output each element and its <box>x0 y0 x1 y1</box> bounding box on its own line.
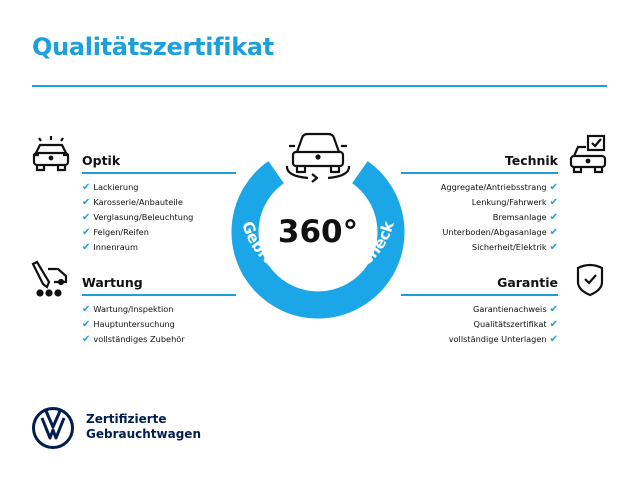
list-item: ✔ Wartung/Inspektion <box>82 304 174 315</box>
360-check-badge: Gebrauchtwagen-Check 360° <box>231 132 405 319</box>
list-item: Aggregate/Antriebsstrang ✔ <box>440 182 558 193</box>
check-icon: ✔ <box>549 182 558 193</box>
section-technik: Technik Aggregate/Antriebsstrang ✔ Lenkun… <box>401 153 558 255</box>
list-item: Qualitätszertifikat ✔ <box>473 319 558 330</box>
section-heading: Wartung <box>82 275 143 290</box>
check-icon: ✔ <box>549 197 558 208</box>
list-item: Unterboden/Abgasanlage ✔ <box>442 227 558 238</box>
section-divider <box>82 294 236 296</box>
section-wartung: Wartung ✔ Wartung/Inspektion ✔ Hauptunters… <box>82 275 236 347</box>
check-icon: ✔ <box>549 304 558 315</box>
check-icon: ✔ <box>82 212 91 223</box>
service-car-icon <box>31 260 68 297</box>
badge-ring <box>231 161 405 319</box>
list-item: ✔ Lackierung <box>82 182 139 193</box>
check-icon: ✔ <box>82 242 91 253</box>
check-icon: ✔ <box>82 227 91 238</box>
shield-check-icon <box>576 263 604 297</box>
list-item: ✔ Hauptuntersuchung <box>82 319 175 330</box>
section-divider <box>401 172 558 174</box>
list-item: ✔ Verglasung/Beleuchtung <box>82 212 194 223</box>
brand-name: Zertifizierte Gebrauchtwagen <box>86 412 201 441</box>
section-heading: Garantie <box>497 275 558 290</box>
list-item: Garantienachweis ✔ <box>472 304 558 315</box>
list-item: Lenkung/Fahrwerk ✔ <box>471 197 558 208</box>
check-icon: ✔ <box>549 334 558 345</box>
list-item: vollständige Unterlagen ✔ <box>448 334 558 345</box>
section-divider <box>401 294 558 296</box>
title-divider <box>32 85 607 87</box>
section-heading: Optik <box>82 153 121 168</box>
badge-center-text: 360° <box>278 214 358 250</box>
section-optik: Optik ✔ Lackierung ✔ Karosserie/Anbauteile… <box>82 153 236 255</box>
section-divider <box>82 172 236 174</box>
list-item: ✔ vollständiges Zubehör <box>82 334 185 345</box>
check-icon: ✔ <box>82 182 91 193</box>
check-icon: ✔ <box>549 319 558 330</box>
list-item: ✔ Innenraum <box>82 242 138 253</box>
check-icon: ✔ <box>82 304 91 315</box>
check-icon: ✔ <box>549 242 558 253</box>
car-lights-icon <box>32 136 70 172</box>
check-icon: ✔ <box>82 197 91 208</box>
check-icon: ✔ <box>82 319 91 330</box>
list-item: Sicherheit/Elektrik ✔ <box>471 242 558 253</box>
vw-logo <box>32 407 74 449</box>
check-icon: ✔ <box>549 212 558 223</box>
section-heading: Technik <box>504 153 558 168</box>
check-icon: ✔ <box>82 334 91 345</box>
car-checkbox-icon <box>569 134 607 174</box>
list-item: ✔ Felgen/Reifen <box>82 227 149 238</box>
list-item: Bremsanlage ✔ <box>492 212 558 223</box>
section-garantie: Garantie Garantienachweis ✔ Qualitätszert… <box>401 275 558 347</box>
list-item: ✔ Karosserie/Anbauteile <box>82 197 183 208</box>
page-title: Qualitätszertifikat <box>32 33 274 61</box>
check-icon: ✔ <box>549 227 558 238</box>
car-rotate-icon <box>285 132 351 183</box>
